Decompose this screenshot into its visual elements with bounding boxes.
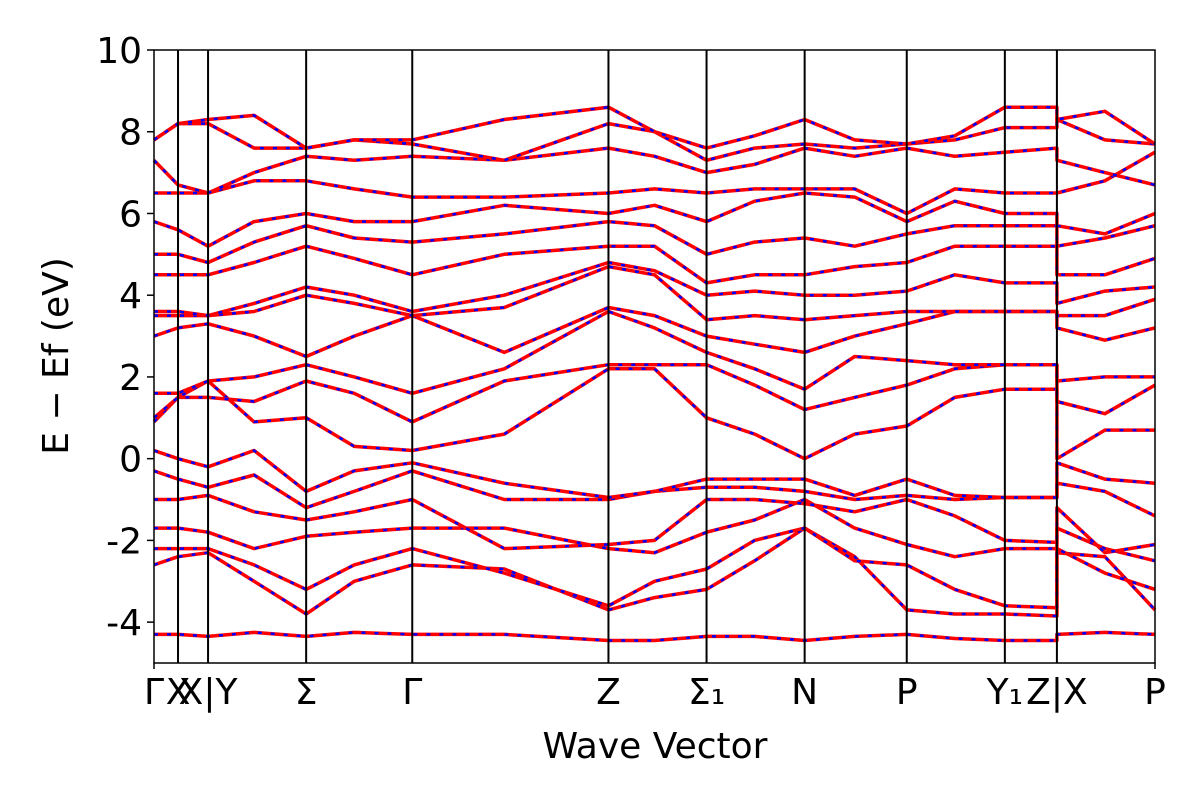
y-axis-label: E − Ef (eV): [36, 257, 77, 455]
x-tick-label: Σ₁: [688, 672, 725, 713]
x-tick-label: P: [896, 672, 918, 713]
x-tick-label: Γ: [144, 672, 164, 713]
x-tick-label: Z: [596, 672, 621, 713]
y-tick-label: -4: [106, 603, 142, 644]
x-tick-label: N: [791, 672, 818, 713]
x-tick-label: Σ: [295, 672, 318, 713]
x-tick-label: Y₁: [986, 672, 1023, 713]
y-tick-label: 6: [119, 194, 142, 235]
plot-frame: [153, 49, 1156, 664]
band-line-dashed: [153, 526, 1156, 618]
y-tick-label: 10: [96, 31, 142, 72]
x-tick-label: P: [1144, 672, 1166, 713]
y-tick-label: -2: [106, 521, 142, 562]
x-tick-label: X|Y: [179, 672, 239, 713]
x-axis-label: Wave Vector: [543, 726, 768, 767]
band-line-dashed: [154, 631, 1156, 642]
y-tick-label: 8: [119, 113, 142, 154]
y-tick-label: 2: [119, 358, 142, 399]
y-tick-label: 0: [119, 440, 142, 481]
x-tick-label: X: [166, 672, 191, 713]
band-line-dashed: [154, 265, 1156, 321]
x-tick-label: Z|X: [1026, 672, 1087, 713]
x-tick-label: Γ: [402, 672, 422, 713]
band-line: [154, 150, 1156, 216]
y-tick-label: 4: [119, 276, 142, 317]
